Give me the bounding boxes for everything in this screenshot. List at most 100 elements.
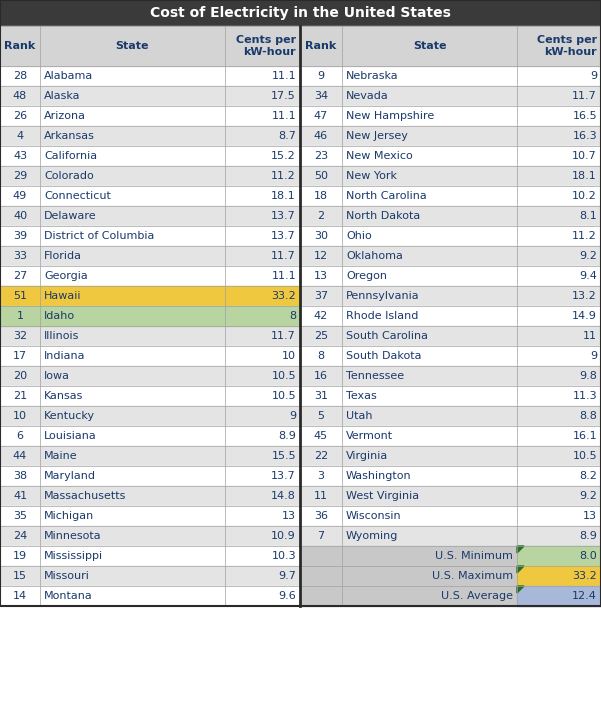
Bar xyxy=(300,306,601,326)
Text: 28: 28 xyxy=(13,71,27,81)
Bar xyxy=(300,346,601,366)
Bar xyxy=(0,566,300,586)
Text: 4: 4 xyxy=(16,131,23,141)
Text: Alabama: Alabama xyxy=(44,71,93,81)
Text: Georgia: Georgia xyxy=(44,271,88,281)
Bar xyxy=(0,446,300,466)
Bar xyxy=(300,386,601,406)
Text: 16.3: 16.3 xyxy=(572,131,597,141)
Bar xyxy=(300,526,601,546)
Bar xyxy=(300,146,601,166)
Bar xyxy=(0,366,300,386)
Text: Illinois: Illinois xyxy=(44,331,79,341)
Text: 11: 11 xyxy=(314,491,328,501)
Bar xyxy=(300,86,601,106)
Text: 37: 37 xyxy=(314,291,328,301)
Text: 10.5: 10.5 xyxy=(272,391,296,401)
Text: 31: 31 xyxy=(314,391,328,401)
Text: Virginia: Virginia xyxy=(346,451,388,461)
Text: 11.7: 11.7 xyxy=(271,251,296,261)
Bar xyxy=(300,66,601,86)
Text: 10: 10 xyxy=(13,411,27,421)
Text: 44: 44 xyxy=(13,451,27,461)
Text: 26: 26 xyxy=(13,111,27,121)
Text: North Dakota: North Dakota xyxy=(346,211,420,221)
Text: 19: 19 xyxy=(13,551,27,561)
Text: Hawaii: Hawaii xyxy=(44,291,82,301)
Bar xyxy=(0,586,300,606)
Text: 16.5: 16.5 xyxy=(572,111,597,121)
Bar xyxy=(0,226,300,246)
Bar xyxy=(300,166,601,186)
Text: 18: 18 xyxy=(314,191,328,201)
Bar xyxy=(300,486,601,506)
Bar xyxy=(517,546,601,566)
Bar xyxy=(300,406,601,426)
Bar xyxy=(300,246,601,266)
Polygon shape xyxy=(517,546,524,553)
Text: Oklahoma: Oklahoma xyxy=(346,251,403,261)
Bar xyxy=(0,426,300,446)
Text: Indiana: Indiana xyxy=(44,351,85,361)
Bar xyxy=(0,346,300,366)
Bar xyxy=(0,306,300,326)
Text: Mississippi: Mississippi xyxy=(44,551,103,561)
Text: State: State xyxy=(413,41,447,51)
Bar xyxy=(0,526,300,546)
Bar xyxy=(300,106,601,126)
Text: Massachusetts: Massachusetts xyxy=(44,491,126,501)
Bar xyxy=(0,0,601,26)
Text: Arizona: Arizona xyxy=(44,111,86,121)
Bar xyxy=(300,206,601,226)
Text: 11.1: 11.1 xyxy=(272,271,296,281)
Text: 17.5: 17.5 xyxy=(271,91,296,101)
Text: Cents per
kW-hour: Cents per kW-hour xyxy=(537,35,597,57)
Bar xyxy=(300,286,601,306)
Bar xyxy=(300,566,601,586)
Text: Montana: Montana xyxy=(44,591,93,601)
Text: New Hampshire: New Hampshire xyxy=(346,111,435,121)
Bar xyxy=(0,0,601,606)
Text: South Dakota: South Dakota xyxy=(346,351,421,361)
Text: Minnesota: Minnesota xyxy=(44,531,102,541)
Text: 48: 48 xyxy=(13,91,27,101)
Text: 23: 23 xyxy=(314,151,328,161)
Bar xyxy=(300,466,601,486)
Text: Missouri: Missouri xyxy=(44,571,90,581)
Bar xyxy=(0,26,300,66)
Text: 5: 5 xyxy=(317,411,325,421)
Text: 8.7: 8.7 xyxy=(278,131,296,141)
Text: 8.9: 8.9 xyxy=(579,531,597,541)
Text: 11: 11 xyxy=(583,331,597,341)
Text: 30: 30 xyxy=(314,231,328,241)
Text: 8: 8 xyxy=(317,351,325,361)
Text: Wisconsin: Wisconsin xyxy=(346,511,401,521)
Bar xyxy=(0,126,300,146)
Text: 13: 13 xyxy=(282,511,296,521)
Text: 21: 21 xyxy=(13,391,27,401)
Bar xyxy=(0,86,300,106)
Text: 11.7: 11.7 xyxy=(572,91,597,101)
Text: Florida: Florida xyxy=(44,251,82,261)
Text: Rhode Island: Rhode Island xyxy=(346,311,418,321)
Text: 34: 34 xyxy=(314,91,328,101)
Text: Iowa: Iowa xyxy=(44,371,70,381)
Polygon shape xyxy=(517,586,524,593)
Bar xyxy=(300,426,601,446)
Text: 15: 15 xyxy=(13,571,27,581)
Bar xyxy=(300,366,601,386)
Text: 8.2: 8.2 xyxy=(579,471,597,481)
Text: 45: 45 xyxy=(314,431,328,441)
Text: U.S. Maximum: U.S. Maximum xyxy=(432,571,513,581)
Text: 17: 17 xyxy=(13,351,27,361)
Text: 18.1: 18.1 xyxy=(271,191,296,201)
Text: 14: 14 xyxy=(13,591,27,601)
Text: Cost of Electricity in the United States: Cost of Electricity in the United States xyxy=(150,6,451,20)
Text: Pennsylvania: Pennsylvania xyxy=(346,291,419,301)
Bar xyxy=(300,546,601,566)
Text: 18.1: 18.1 xyxy=(572,171,597,181)
Bar xyxy=(0,406,300,426)
Bar xyxy=(0,286,300,306)
Text: Michigan: Michigan xyxy=(44,511,94,521)
Text: 8: 8 xyxy=(289,311,296,321)
